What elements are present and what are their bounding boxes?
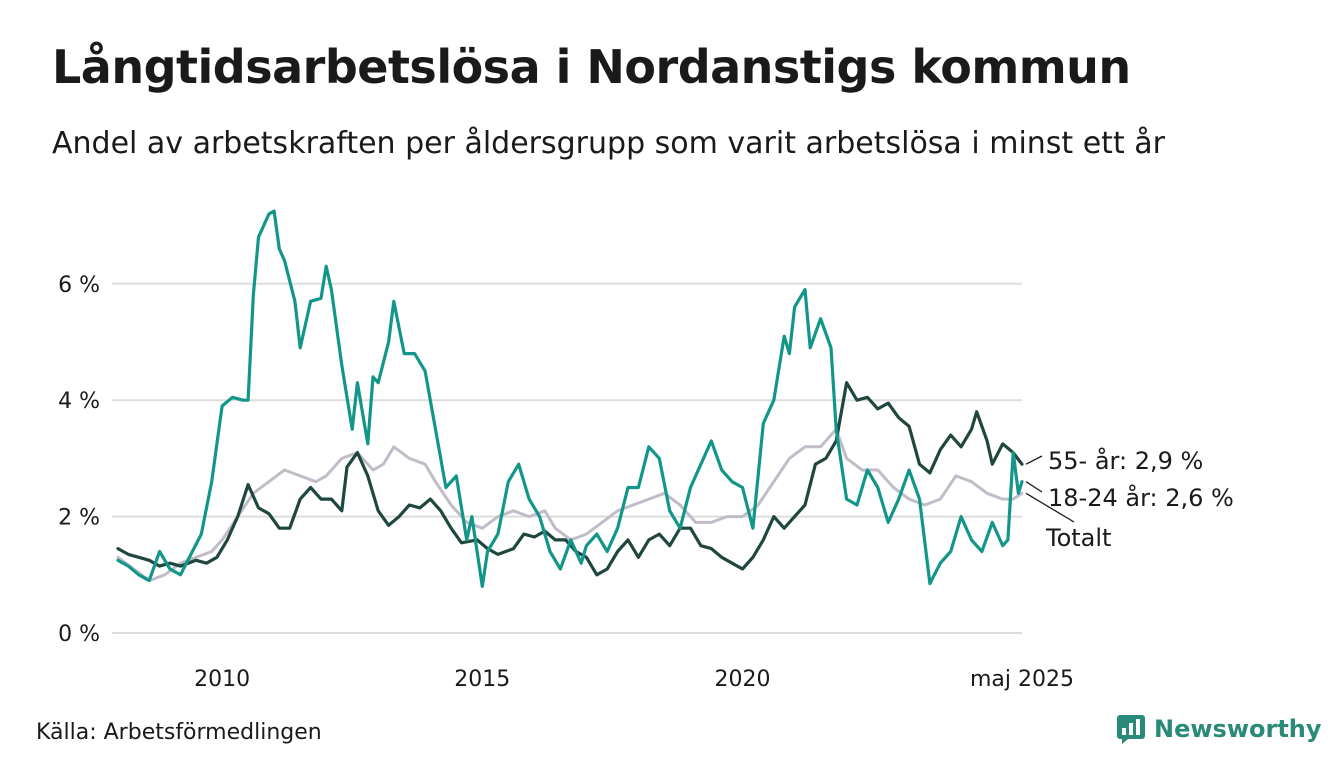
y-tick-label: 0 % bbox=[58, 622, 100, 647]
brand-name: Newsworthy bbox=[1154, 715, 1322, 743]
leader-line-young bbox=[1025, 481, 1043, 493]
end-label-total: Totalt bbox=[1045, 524, 1111, 552]
series-lines bbox=[116, 209, 1024, 588]
x-tick-label: 2010 bbox=[194, 667, 250, 692]
source-note: Källa: Arbetsförmedlingen bbox=[36, 720, 322, 745]
y-axis: 0 % 2 % 4 % 6 % bbox=[58, 273, 100, 647]
x-tick-label: 2020 bbox=[715, 667, 771, 692]
end-labels: Totalt 55- år: 2,9 % 18-24 år: 2,6 % bbox=[1025, 446, 1234, 552]
grid-lines bbox=[112, 282, 1022, 634]
leader-line-old bbox=[1025, 455, 1043, 465]
newsworthy-icon bbox=[1117, 715, 1145, 744]
chart-subtitle: Andel av arbetskraften per åldersgrupp s… bbox=[52, 126, 1165, 161]
x-tick-label: 2015 bbox=[454, 667, 510, 692]
chart-title: Långtidsarbetslösa i Nordanstigs kommun bbox=[52, 40, 1131, 94]
end-label-young: 18-24 år: 2,6 % bbox=[1048, 483, 1234, 512]
x-axis: 2010 2015 2020 maj 2025 bbox=[194, 667, 1074, 692]
series-line-young bbox=[116, 209, 1024, 588]
y-tick-label: 6 % bbox=[58, 273, 100, 298]
y-tick-label: 2 % bbox=[58, 506, 100, 531]
series-line-total bbox=[116, 427, 1024, 583]
brand-logo: Newsworthy bbox=[1116, 714, 1322, 744]
series-line-old bbox=[116, 381, 1024, 577]
end-label-old: 55- år: 2,9 % bbox=[1048, 446, 1203, 475]
x-tick-label: maj 2025 bbox=[970, 667, 1074, 692]
y-tick-label: 4 % bbox=[58, 389, 100, 414]
leader-line-total bbox=[1025, 492, 1075, 523]
